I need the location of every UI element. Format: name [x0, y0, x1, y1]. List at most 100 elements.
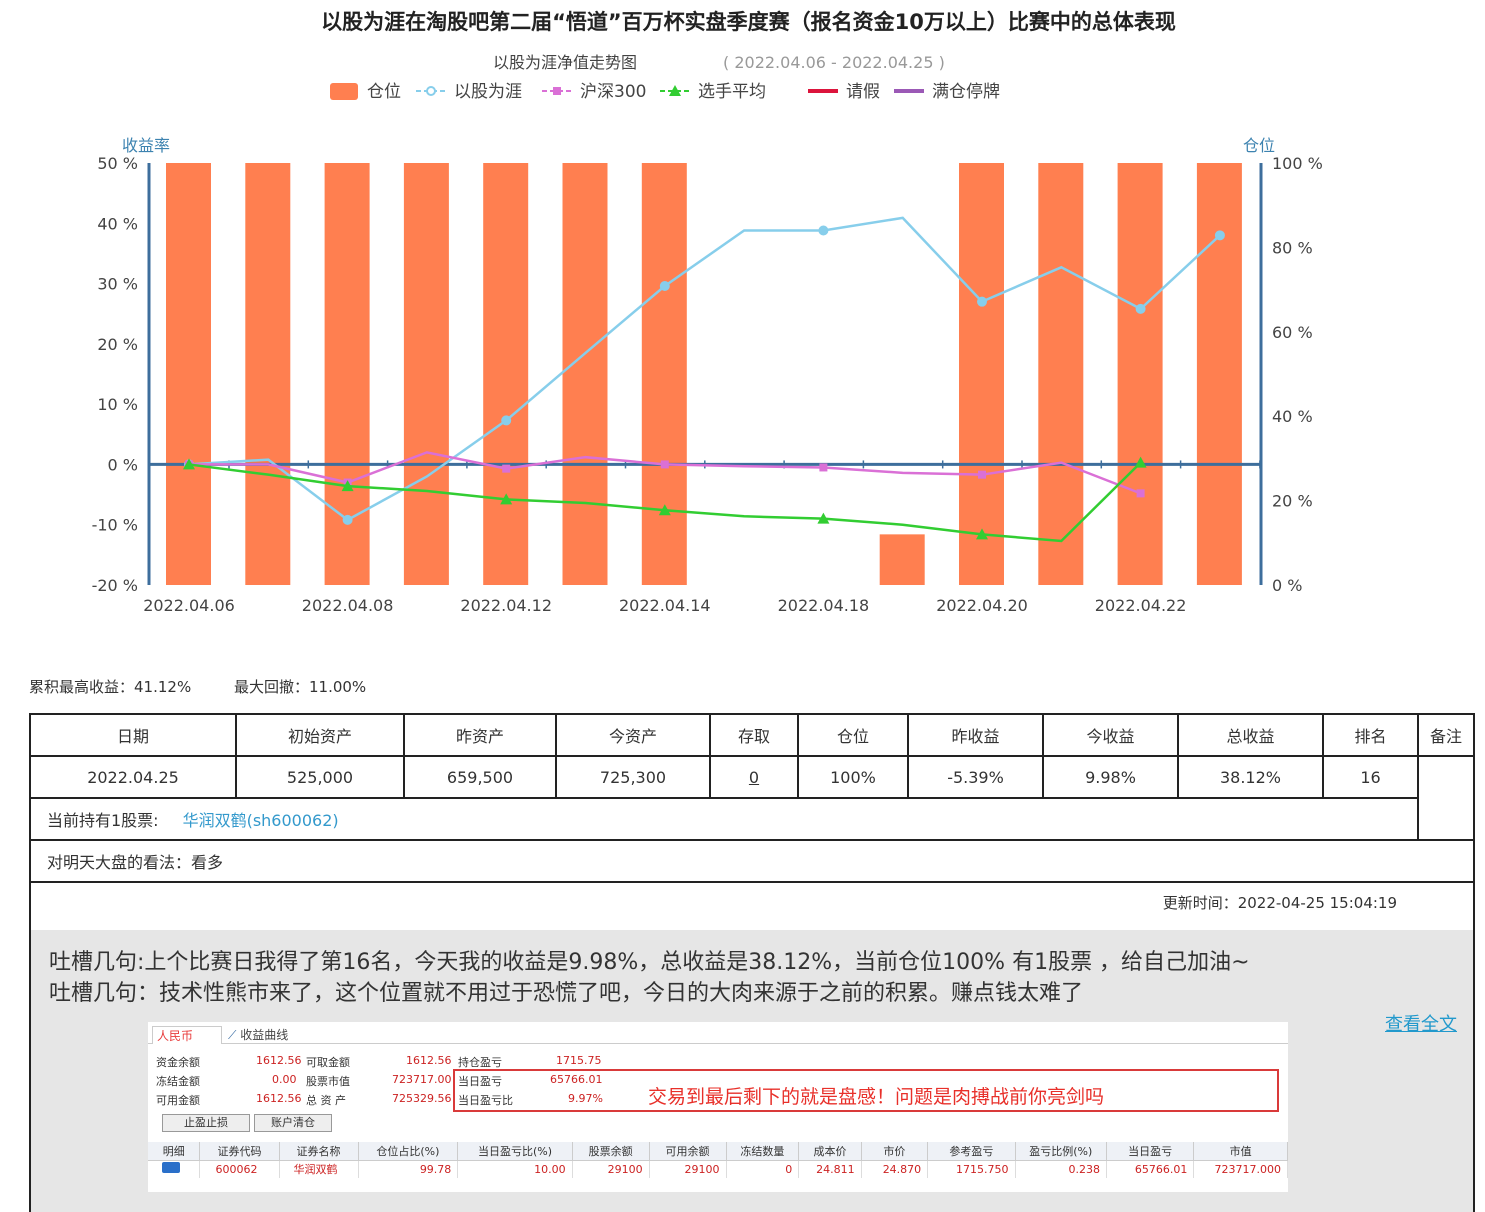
cell-position: 100% — [797, 755, 909, 799]
field-frozen: 冻结金额 — [156, 1075, 200, 1088]
right-tick-label: 0 % — [1272, 576, 1302, 595]
chart-legend[interactable]: 仓位 以股为涯 沪深300 选手平均 请假 满仓停牌 — [330, 82, 1000, 102]
position-bar — [879, 534, 925, 585]
holdings-cell: 1715.750 — [927, 1160, 1016, 1178]
view-full-link[interactable]: 查看全文 — [1385, 1014, 1457, 1035]
highlight-text: 交易到最后剩下的就是盘感！问题是肉搏战前你亮剑吗 — [648, 1086, 1105, 1108]
right-tick-label: 100 % — [1272, 154, 1323, 173]
left-tick-label: 40 % — [97, 214, 138, 233]
tab-rmb[interactable]: 人民币 — [152, 1026, 222, 1044]
holdings-cell: 0.238 — [1015, 1160, 1108, 1178]
legend-item-1[interactable]: 以股为涯 — [416, 82, 522, 102]
series-point — [819, 463, 828, 472]
legend-label: 满仓停牌 — [932, 82, 1000, 102]
position-bar — [959, 163, 1004, 585]
holdings-header-cell[interactable]: 市价 — [861, 1142, 929, 1161]
x-tick-label: 2022.04.18 — [778, 596, 870, 615]
detail-icon[interactable] — [148, 1160, 201, 1178]
tab-curve[interactable]: ⟋ 收益曲线 — [228, 1028, 289, 1042]
left-tick-label: -10 % — [92, 516, 138, 535]
stats-summary: 累积最高收益：41.12% 最大回撤：11.00% — [29, 676, 404, 697]
x-tick-label: 2022.04.14 — [619, 596, 711, 615]
holdings-header-cell[interactable]: 参考盈亏 — [927, 1142, 1016, 1161]
curve-icon: ⟋ — [228, 1028, 241, 1042]
series-point — [1136, 489, 1145, 498]
legend-item-0[interactable]: 仓位 — [330, 82, 401, 102]
series-point — [978, 470, 986, 479]
series-point — [500, 493, 513, 505]
series-point — [501, 415, 512, 426]
header-today-assets: 今资产 — [555, 713, 711, 757]
holdings-header-cell[interactable]: 冻结数量 — [726, 1142, 800, 1161]
holdings-row: 当前持有1股票: 华润双鹤(sh600062) — [29, 797, 1474, 841]
left-tick-label: 20 % — [97, 335, 138, 354]
series-point — [502, 464, 511, 473]
series-point — [1214, 230, 1225, 241]
legend-item-2[interactable]: 沪深300 — [542, 82, 646, 102]
holdings-header-cell[interactable]: 证券名称 — [279, 1142, 359, 1161]
right-tick-label: 40 % — [1272, 407, 1313, 426]
value-total: 725329.56 — [392, 1092, 452, 1105]
holdings-table-header: 明细 证券代码 证券名称 仓位占比(%) 当日盈亏比(%) 股票余额 可用余额 冻结数量 成本价… — [148, 1142, 1288, 1161]
trading-account-screenshot: 人民币 ⟋ 收益曲线 资金余额 1612.56 可取金额 1612.56 持仓盈… — [148, 1022, 1288, 1192]
header-note: 备注 — [1417, 713, 1475, 757]
cell-yesterday-return: -5.39% — [907, 755, 1044, 799]
holdings-header-cell[interactable]: 成本价 — [798, 1142, 862, 1161]
holdings-header-cell[interactable]: 当日盈亏比(%) — [457, 1142, 573, 1161]
position-bar — [1038, 163, 1084, 585]
value-day-pnl-ratio: 9.97% — [568, 1092, 603, 1105]
legend-item-5[interactable]: 满仓停牌 — [894, 82, 1000, 102]
legend-swatch-bar — [330, 83, 358, 100]
deposit-link[interactable]: 0 — [748, 767, 760, 787]
legend-label: 以股为涯 — [454, 82, 522, 102]
legend-item-3[interactable]: 选手平均 — [660, 82, 766, 102]
holdings-header-cell[interactable]: 市值 — [1193, 1142, 1288, 1161]
cell-today-return: 9.98% — [1042, 755, 1179, 799]
x-tick-label: 2022.04.06 — [143, 596, 235, 615]
holdings-stock-link[interactable]: 华润双鹤(sh600062) — [182, 811, 339, 830]
holdings-header-cell[interactable]: 明细 — [148, 1142, 201, 1161]
holdings-header-cell[interactable]: 股票余额 — [572, 1142, 650, 1161]
holdings-table-row[interactable]: 600062 华润双鹤 99.78 10.00 29100 29100 0 24.811 24.… — [148, 1160, 1288, 1178]
series-point — [659, 280, 670, 291]
left-axis-label: 收益率 — [122, 136, 170, 155]
left-tick-label: 10 % — [97, 395, 138, 414]
position-bar — [166, 163, 211, 585]
max-gain: 累积最高收益：41.12% — [29, 678, 192, 696]
field-day-pnl: 当日盈亏 — [458, 1075, 502, 1088]
header-yesterday-assets: 昨资产 — [403, 713, 557, 757]
holdings-header-cell[interactable]: 可用余额 — [649, 1142, 727, 1161]
legend-item-4[interactable]: 请假 — [808, 82, 880, 102]
holdings-header-cell[interactable]: 证券代码 — [199, 1142, 280, 1161]
right-tick-label: 80 % — [1272, 238, 1313, 257]
stop-loss-button[interactable]: 止盈止损 — [162, 1114, 250, 1132]
holdings-cell: 29100 — [572, 1160, 650, 1178]
legend-label: 沪深300 — [580, 82, 646, 102]
holdings-header-cell[interactable]: 当日盈亏 — [1106, 1142, 1195, 1161]
holdings-cell: 10.00 — [457, 1160, 573, 1178]
x-tick-label: 2022.04.08 — [302, 596, 394, 615]
holdings-header-cell[interactable]: 仓位占比(%) — [358, 1142, 459, 1161]
series-point — [342, 514, 353, 525]
update-time: 更新时间：2022-04-25 15:04:19 — [1162, 894, 1397, 912]
header-total-return: 总收益 — [1177, 713, 1324, 757]
clear-account-button[interactable]: 账户清仓 — [254, 1114, 332, 1132]
left-tick-label: -20 % — [92, 576, 138, 595]
series-point — [977, 296, 987, 307]
holdings-cell: 0 — [726, 1160, 800, 1178]
holdings-cell: 24.811 — [798, 1160, 862, 1178]
holdings-header-cell[interactable]: 盈亏比例(%) — [1015, 1142, 1108, 1161]
series-point — [818, 225, 829, 236]
legend-label: 选手平均 — [698, 82, 766, 102]
left-tick-label: 50 % — [97, 154, 138, 173]
comment-line-1: 吐槽几句:上个比赛日我得了第16名，今天我的收益是9.98%，总收益是38.12… — [49, 950, 1250, 975]
right-tick-label: 60 % — [1272, 323, 1313, 342]
series-point — [183, 458, 195, 470]
position-bar — [403, 163, 449, 585]
position-bar — [641, 163, 687, 585]
cell-date: 2022.04.25 — [29, 755, 237, 799]
field-hold-pnl: 持仓盈亏 — [458, 1056, 502, 1069]
field-total: 总 资 产 — [306, 1094, 346, 1107]
holdings-cell: 24.870 — [861, 1160, 929, 1178]
header-deposit: 存取 — [709, 713, 799, 757]
